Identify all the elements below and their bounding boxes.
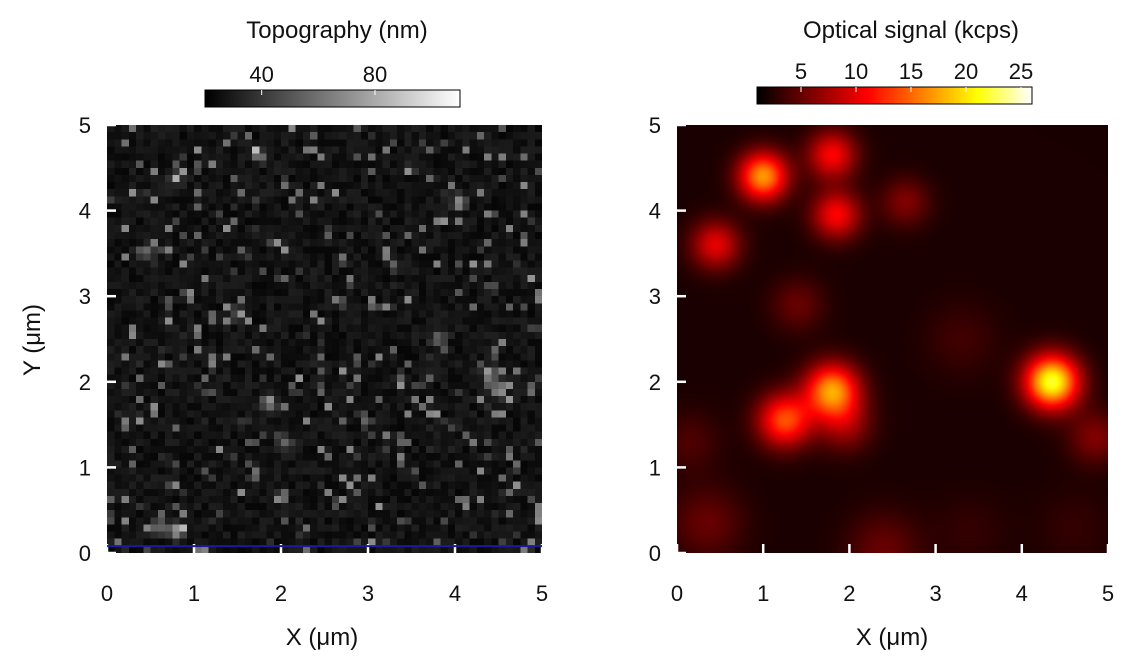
optical-colorbar-tick-label: 25 bbox=[1009, 59, 1033, 84]
optical-x-tick-label: 2 bbox=[843, 581, 855, 606]
optical-x-tick-label: 4 bbox=[1016, 581, 1028, 606]
topography-colorbar-frame bbox=[204, 89, 461, 108]
optical-y-tick-label: 3 bbox=[649, 284, 661, 309]
topography-colorbar: 40 80 bbox=[204, 62, 461, 108]
optical-x-axis-label: X (μm) bbox=[856, 624, 928, 651]
topography-y-tick-label: 2 bbox=[79, 370, 91, 395]
optical-map bbox=[677, 125, 1108, 553]
topography-colorbar-tick-label: 80 bbox=[363, 62, 387, 87]
topography-x-tick-label: 3 bbox=[362, 581, 374, 606]
topography-axes: 0 1 2 3 4 5 0 1 2 3 4 5 bbox=[79, 113, 548, 606]
topography-y-axis-label: Y (μm) bbox=[19, 304, 46, 376]
topography-x-tick-label: 0 bbox=[101, 581, 113, 606]
topography-colorbar-title: Topography (nm) bbox=[246, 17, 427, 44]
topography-panel: Topography (nm) 40 80 0 1 2 3 4 5 0 1 2 3 4 5 X (μm)… bbox=[19, 17, 548, 651]
optical-y-tick-label: 0 bbox=[649, 541, 661, 566]
optical-x-tick-label: 5 bbox=[1102, 581, 1114, 606]
topography-y-tick-label: 4 bbox=[79, 199, 91, 224]
optical-colorbar-gradient bbox=[757, 87, 1032, 104]
optical-colorbar-tick-label: 10 bbox=[844, 59, 868, 84]
topography-x-tick-label: 4 bbox=[449, 581, 461, 606]
optical-y-tick-label: 1 bbox=[649, 455, 661, 480]
topography-colorbar-tick-label: 40 bbox=[249, 62, 273, 87]
topography-y-tick-label: 0 bbox=[79, 541, 91, 566]
topography-map bbox=[107, 125, 542, 553]
optical-colorbar-frame bbox=[756, 86, 1033, 105]
topography-y-tick-label: 1 bbox=[79, 455, 91, 480]
topography-y-tick-label: 3 bbox=[79, 284, 91, 309]
topography-colorbar-gradient bbox=[205, 90, 460, 107]
optical-y-tick-label: 4 bbox=[649, 199, 661, 224]
optical-axes: 0 1 2 3 4 5 0 1 2 3 4 5 bbox=[649, 113, 1114, 606]
optical-x-tick-label: 0 bbox=[671, 581, 683, 606]
topography-x-axis-label: X (μm) bbox=[286, 624, 358, 651]
topography-x-tick-label: 5 bbox=[536, 581, 548, 606]
optical-x-tick-label: 3 bbox=[929, 581, 941, 606]
topography-y-tick-label: 5 bbox=[79, 113, 91, 138]
topography-x-tick-label: 1 bbox=[188, 581, 200, 606]
optical-x-tick-label: 1 bbox=[757, 581, 769, 606]
optical-colorbar-tick-label: 5 bbox=[795, 59, 807, 84]
optical-panel: Optical signal (kcps) 5 10 15 20 25 0 1 2 3 4 501… bbox=[649, 17, 1114, 651]
optical-y-tick-label: 5 bbox=[649, 113, 661, 138]
optical-colorbar-tick-label: 20 bbox=[954, 59, 978, 84]
topography-x-tick-label: 2 bbox=[275, 581, 287, 606]
optical-colorbar: 5 10 15 20 25 bbox=[756, 59, 1033, 105]
optical-colorbar-title: Optical signal (kcps) bbox=[803, 17, 1019, 44]
optical-y-tick-label: 2 bbox=[649, 370, 661, 395]
optical-colorbar-tick-label: 15 bbox=[899, 59, 923, 84]
